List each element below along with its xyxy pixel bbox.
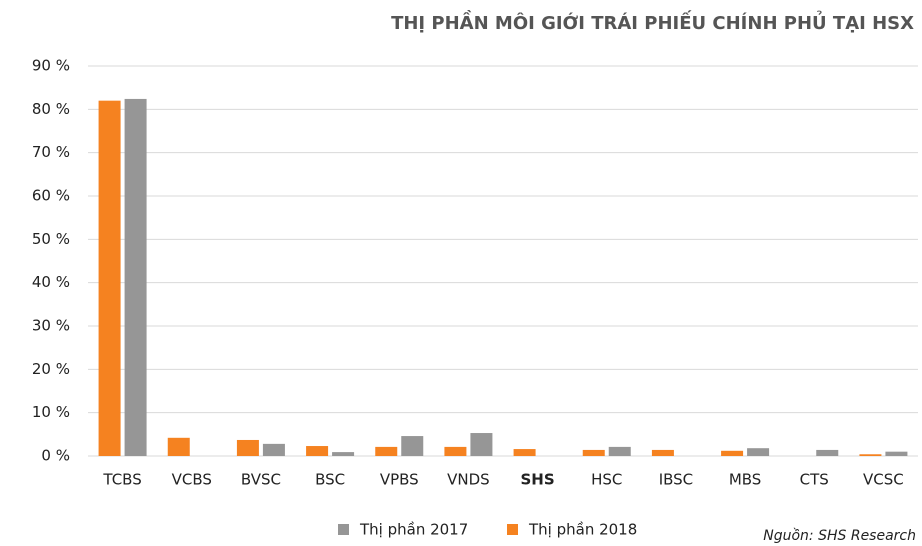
bar [816, 449, 839, 456]
bar [306, 446, 329, 456]
x-tick-label: CTS [800, 471, 829, 489]
x-tick-label: BVSC [241, 471, 281, 489]
x-tick-label: VCSC [863, 471, 904, 489]
bar [124, 98, 147, 456]
x-tick-label: TCBS [102, 471, 141, 489]
bar [470, 433, 493, 456]
x-tick-label: VNDS [447, 471, 490, 489]
bar [236, 439, 259, 456]
bar [721, 450, 744, 456]
x-tick-label: MBS [729, 471, 762, 489]
x-tick-label: SHS [520, 471, 554, 489]
bar [885, 451, 908, 456]
x-tick-label: BSC [315, 471, 345, 489]
bar [651, 449, 674, 456]
bar [747, 448, 770, 456]
bar [513, 449, 536, 456]
legend-swatch [507, 524, 518, 535]
bar [98, 100, 121, 457]
bar [582, 449, 605, 456]
bar [401, 436, 424, 456]
legend-label: Thị phần 2018 [528, 521, 637, 539]
legend-label: Thị phần 2017 [359, 521, 468, 539]
y-tick-label: 10 % [32, 403, 70, 421]
bar [859, 454, 882, 456]
y-tick-label: 60 % [32, 187, 70, 205]
legend-swatch [338, 524, 349, 535]
y-tick-label: 0 % [41, 447, 70, 465]
bar [167, 437, 190, 456]
bar [375, 446, 398, 456]
y-tick-label: 50 % [32, 230, 70, 248]
bar [444, 446, 467, 456]
x-tick-label: IBSC [659, 471, 693, 489]
bar [608, 446, 631, 456]
y-tick-label: 90 % [32, 57, 70, 75]
x-tick-label: VPBS [380, 471, 419, 489]
y-tick-label: 40 % [32, 273, 70, 291]
bar [262, 443, 285, 456]
y-tick-label: 70 % [32, 143, 70, 161]
bar [332, 452, 355, 456]
x-tick-label: HSC [591, 471, 622, 489]
y-tick-label: 80 % [32, 100, 70, 118]
y-tick-label: 20 % [32, 360, 70, 378]
source-note: Nguồn: SHS Research [763, 527, 916, 544]
chart-title: THỊ PHẦN MÔI GIỚI TRÁI PHIẾU CHÍNH PHỦ T… [391, 10, 914, 34]
y-tick-label: 30 % [32, 317, 70, 335]
x-tick-label: VCBS [172, 471, 212, 489]
